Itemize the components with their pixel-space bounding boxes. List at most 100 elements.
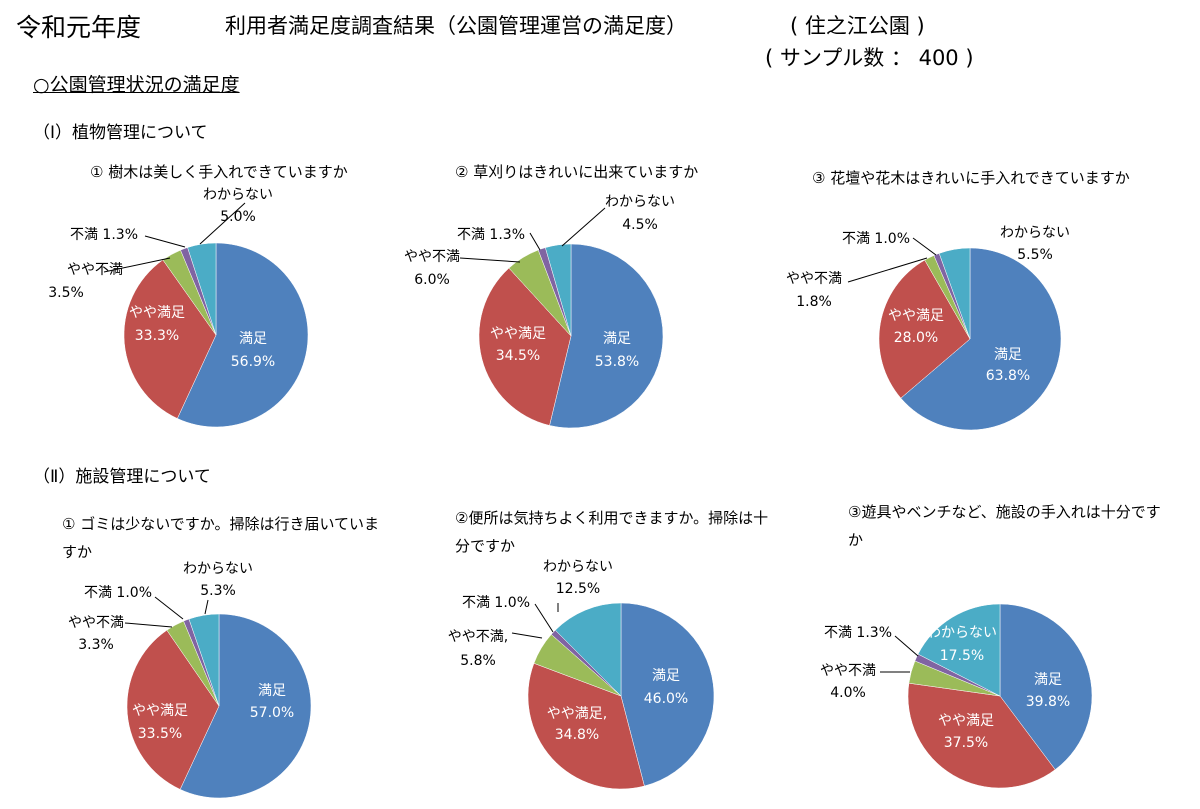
slice-value-label: 1.8% <box>796 294 832 310</box>
slice-value-label: 39.8% <box>1025 694 1071 710</box>
chart-title: ① 樹木は美しく手入れできていますか <box>90 163 348 181</box>
slice-label: やや不満, <box>447 629 509 645</box>
slice-value-label: 6.0% <box>414 272 450 288</box>
leader-line <box>511 632 543 639</box>
slice-label: 満足 <box>258 683 286 699</box>
report-title: 利用者満足度調査結果（公園管理運営の満足度） <box>225 14 687 38</box>
slice-label: やや満足 <box>129 305 185 321</box>
slice-label: 不満 1.3% <box>456 227 526 243</box>
slice-label: 満足 <box>652 668 680 684</box>
slice-label: やや満足 <box>490 326 546 342</box>
slice-label: 不満 1.0% <box>461 595 531 611</box>
pie-slice-2 <box>123 259 217 419</box>
slice-label: やや不満 <box>404 249 460 265</box>
leader-line <box>894 635 919 657</box>
slice-value-label: 4.0% <box>830 685 866 701</box>
slice-label: 不満 1.0% <box>83 585 153 601</box>
leader-line <box>154 596 184 620</box>
slice-label: 満足 <box>1034 672 1062 688</box>
slice-value-label: 5.0% <box>220 209 256 225</box>
pie-slice-2 <box>907 682 1056 789</box>
pie-slice-5 <box>554 602 622 697</box>
slice-value-label: 4.5% <box>622 217 658 233</box>
slice-label: わからない <box>543 559 613 575</box>
pie-slice-5 <box>938 247 971 340</box>
pie-slice-1 <box>900 247 1062 431</box>
slice-label: わからない <box>1000 225 1070 241</box>
leader-line <box>912 237 937 256</box>
slice-label: やや不満 <box>67 262 123 278</box>
section-title: ○公園管理状況の満足度 <box>33 74 240 96</box>
slice-value-label: 34.5% <box>495 348 541 364</box>
pie-slice-5 <box>545 243 572 337</box>
slice-label: 満足 <box>603 331 631 347</box>
slice-value-label: 5.8% <box>460 653 496 669</box>
pie-slice-1 <box>177 242 309 428</box>
slice-label: やや満足, <box>546 706 608 722</box>
slice-label: やや不満 <box>68 615 124 631</box>
chart-title: ③ 花壇や花木はきれいに手入れできていますか <box>812 169 1130 187</box>
slice-value-label: 17.5% <box>939 648 985 664</box>
slice-value-label: 3.3% <box>78 637 114 653</box>
chart-title: ③遊具やベンチなど、施設の手入れは十分ですか <box>848 503 1161 549</box>
slice-value-label: 33.5% <box>137 726 183 742</box>
leader-line <box>529 232 541 251</box>
slice-value-label: 53.8% <box>594 354 640 370</box>
slice-label: わからない <box>605 194 675 210</box>
park-name: ( 住之江公園 ) <box>790 14 925 38</box>
pie-slice-2 <box>527 662 645 790</box>
leader-line <box>534 603 554 633</box>
leader-line <box>124 622 173 628</box>
slice-label: わからない <box>183 561 253 577</box>
slice-value-label: 63.8% <box>985 368 1031 384</box>
slice-value-label: 5.3% <box>200 583 236 599</box>
slice-label: 不満 1.0% <box>841 231 911 247</box>
pie-slice-2 <box>126 629 220 790</box>
pie-slice-5 <box>188 613 220 707</box>
slice-value-label: 3.5% <box>48 285 84 301</box>
slice-label: やや満足 <box>132 703 188 719</box>
leader-line <box>199 202 246 245</box>
slice-value-label: 56.9% <box>230 354 276 370</box>
pie-slice-1 <box>999 603 1093 770</box>
pie-slice-2 <box>478 267 572 426</box>
pie-slice-5 <box>187 242 217 336</box>
slice-value-label: 34.8% <box>554 727 600 743</box>
slice-label: やや満足 <box>938 713 994 729</box>
slice-label: やや不満 <box>786 271 842 287</box>
leader-line <box>144 235 186 248</box>
slice-label: 満足 <box>239 331 267 347</box>
leader-line <box>204 599 209 615</box>
slice-value-label: 28.0% <box>893 330 939 346</box>
slice-value-label: 5.5% <box>1017 247 1053 263</box>
pie-slice-1 <box>179 613 312 799</box>
slice-label: やや満足 <box>888 308 944 324</box>
report-year: 令和元年度 <box>16 13 142 42</box>
leader-line <box>103 257 171 273</box>
slice-value-label: 46.0% <box>643 691 689 707</box>
slice-label: 不満 1.3% <box>69 227 139 243</box>
chart-title: ① ゴミは少ないですか。掃除は行き届いていますか <box>62 515 380 561</box>
slice-label: やや不満 <box>820 663 876 679</box>
slice-label: わからない <box>203 187 273 203</box>
slice-value-label: 33.3% <box>134 328 180 344</box>
pie-slice-1 <box>549 243 664 429</box>
pie-slice-5 <box>917 603 1001 697</box>
pie-slice-2 <box>878 259 971 399</box>
leader-line <box>561 207 606 247</box>
sample-size: ( サンプル数 ： 400 ) <box>765 46 974 70</box>
slice-value-label: 37.5% <box>943 735 989 751</box>
slice-label: 満足 <box>994 347 1022 363</box>
slice-label: わからない <box>927 625 997 641</box>
slice-label: 不満 1.3% <box>823 625 893 641</box>
slice-value-label: 12.5% <box>555 581 601 597</box>
chart-title: ② 草刈りはきれいに出来ていますか <box>455 163 699 181</box>
group-heading-plants: （Ⅰ）植物管理について <box>33 123 208 143</box>
slice-value-label: 57.0% <box>249 705 295 721</box>
leader-line <box>459 257 521 263</box>
leader-line <box>847 257 928 283</box>
chart-title: ②便所は気持ちよく利用できますか。掃除は十分ですか <box>455 509 769 555</box>
group-heading-facilities: （Ⅱ）施設管理について <box>33 467 211 487</box>
pie-slice-1 <box>620 602 715 787</box>
